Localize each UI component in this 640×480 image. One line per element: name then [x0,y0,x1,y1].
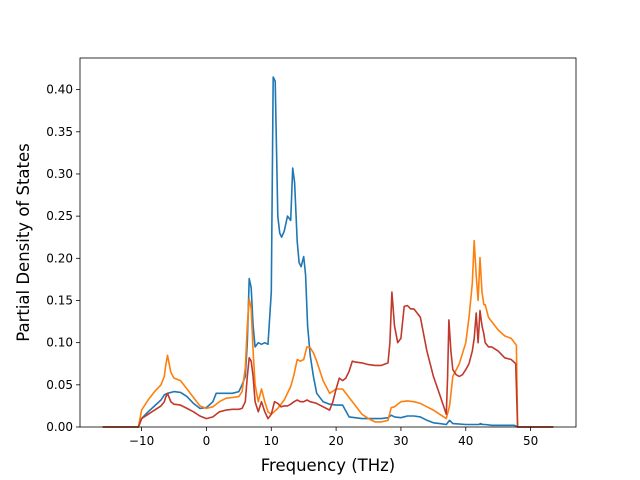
y-tick-label: 0.00 [46,420,73,434]
y-tick-label: 0.15 [46,293,73,307]
x-tick-label: 40 [458,434,473,448]
x-tick-label: 20 [328,434,343,448]
x-tick-label: 50 [523,434,538,448]
x-tick-label: 10 [264,434,279,448]
plot-frame [79,57,577,428]
x-axis-label: Frequency (THz) [261,456,396,475]
series-layer [102,76,554,428]
y-tick-label: 0.35 [46,125,73,139]
y-axis-label: Partial Density of States [14,143,33,342]
y-tick-label: 0.10 [46,336,73,350]
y-axis-ticks: 0.00 0.05 0.10 0.15 0.20 0.25 0.30 0.35 0.40 [46,83,80,434]
x-tick-label: 0 [203,434,211,448]
y-tick-label: 0.30 [46,167,73,181]
x-tick-label: 30 [393,434,408,448]
y-tick-label: 0.20 [46,251,73,265]
x-tick-label: −10 [129,434,154,448]
y-tick-label: 0.25 [46,209,73,223]
y-tick-label: 0.40 [46,83,73,97]
series-line-2 [102,239,554,428]
y-tick-label: 0.05 [46,378,73,392]
series-line-3 [102,291,554,428]
x-axis-ticks: −10 0 10 20 30 40 50 [129,427,538,448]
